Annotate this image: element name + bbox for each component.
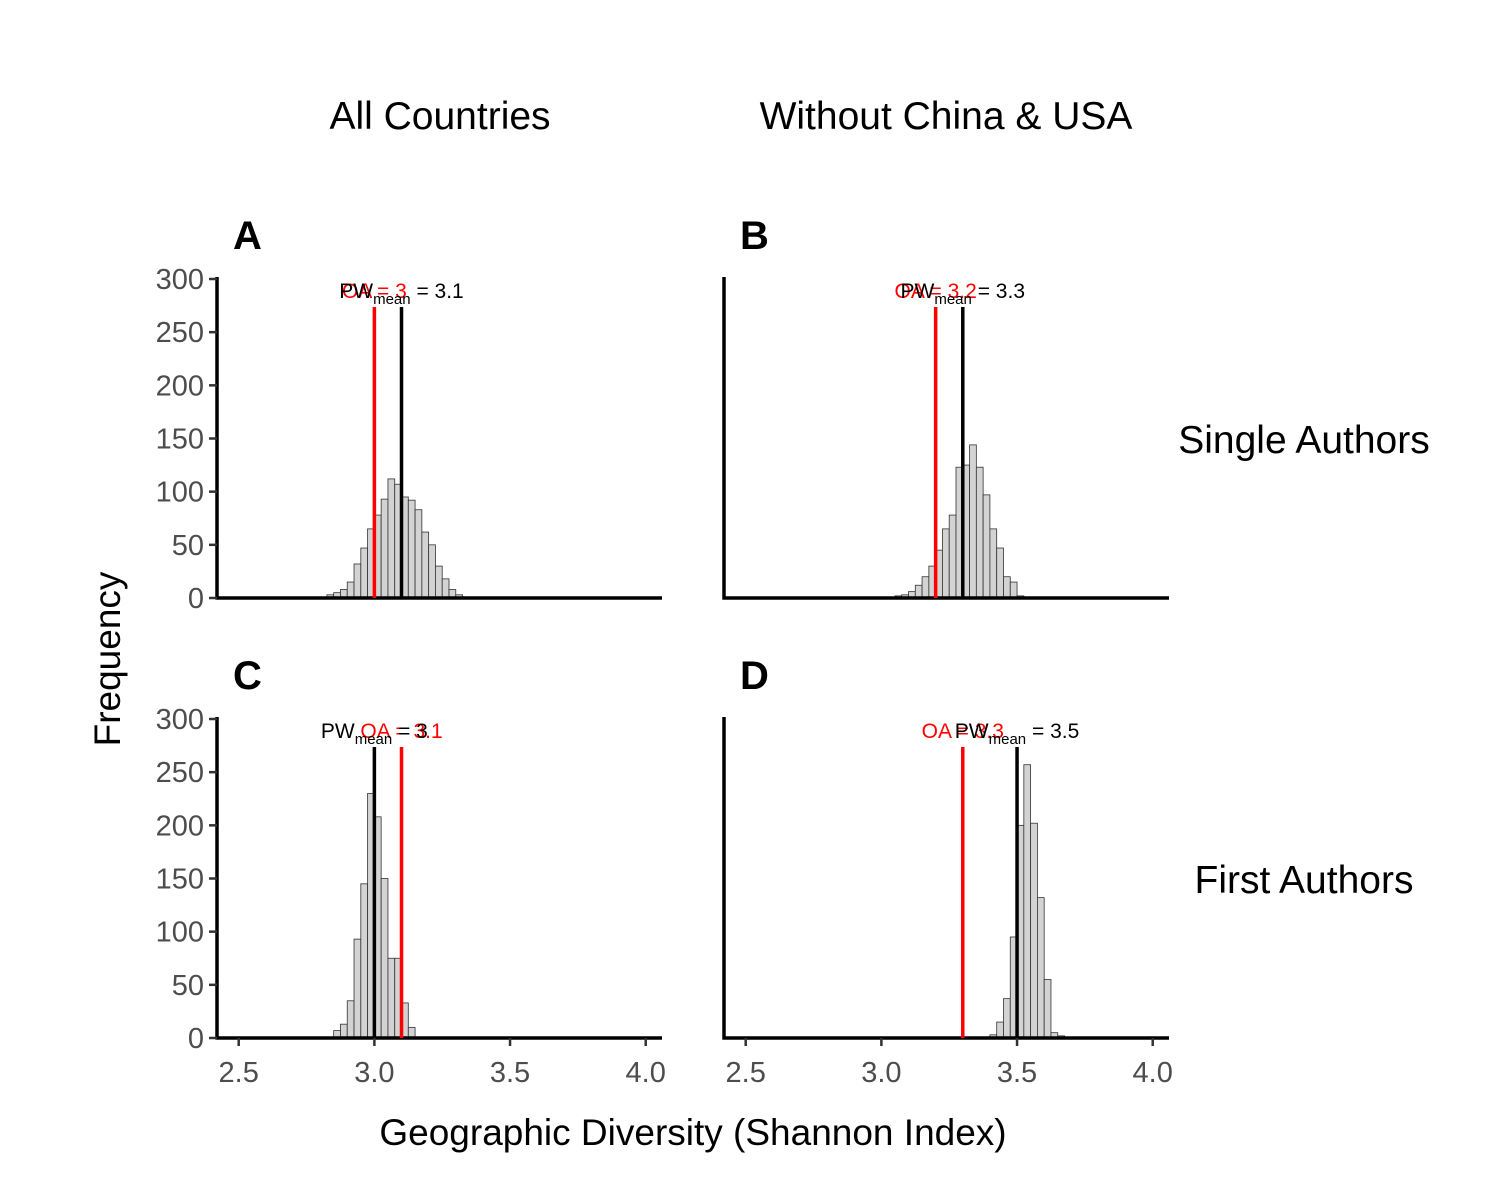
y-tick-label: 250 <box>156 757 204 789</box>
histogram-bar <box>948 514 957 599</box>
y-tick-label: 100 <box>156 917 204 949</box>
histogram-bar <box>360 883 368 1039</box>
y-tick-label: 50 <box>172 970 204 1002</box>
y-tick-label: 0 <box>188 1023 204 1055</box>
histogram-bar <box>975 466 984 599</box>
histogram-bar <box>414 509 423 599</box>
histogram-bar <box>1003 998 1011 1039</box>
histogram-bar <box>421 531 430 599</box>
histogram-bar <box>1023 764 1032 1039</box>
pw-mean-annotation: PWmean = 3.3 <box>901 280 1026 308</box>
oa-annotation: OA = 3.1 <box>360 720 442 743</box>
panel-letter-a: A <box>233 214 262 258</box>
histogram-bar <box>1037 897 1045 1039</box>
histogram-bar <box>407 499 416 599</box>
column-title-all-countries: All Countries <box>329 95 550 138</box>
histogram-bar <box>969 444 977 599</box>
histogram-bar <box>387 957 396 1039</box>
histogram-bar <box>441 578 450 599</box>
y-tick-label: 300 <box>156 704 204 736</box>
histogram-bar <box>942 528 950 599</box>
oa-annotation: OA = 3 <box>342 280 407 303</box>
x-tick-label: 3.0 <box>861 1057 901 1089</box>
x-axis-title: Geographic Diversity (Shannon Index) <box>379 1112 1006 1153</box>
y-tick-label: 150 <box>156 424 204 456</box>
y-tick-label: 200 <box>156 810 204 842</box>
histogram-bar <box>380 498 389 599</box>
pw-mean-annotation: PWmean = 3.5 <box>955 720 1080 748</box>
pw-mean-annotation: PWmean = 3 <box>321 720 428 748</box>
x-tick-label: 3.5 <box>997 1057 1037 1089</box>
panel-letter-d: D <box>740 654 769 698</box>
histogram-bar <box>914 584 923 599</box>
histogram-bar <box>996 1021 1004 1039</box>
histogram-bar <box>1003 576 1011 599</box>
histogram-bar <box>1009 581 1018 599</box>
histogram-bar <box>353 938 362 1039</box>
x-tick-label: 3.0 <box>354 1057 394 1089</box>
y-axis-title: Frequency <box>87 571 128 746</box>
x-tick-label: 3.5 <box>490 1057 530 1089</box>
pw-mean-annotation: PWmean = 3.1 <box>339 280 464 308</box>
y-tick-label: 200 <box>156 370 204 402</box>
histogram-bar <box>380 878 389 1039</box>
y-tick-label: 150 <box>156 864 204 896</box>
y-tick-label: 100 <box>156 477 204 509</box>
histogram-bar <box>435 565 443 599</box>
x-tick-label: 4.0 <box>1133 1057 1173 1089</box>
x-tick-label: 4.0 <box>626 1057 666 1089</box>
histogram-bar <box>996 547 1004 599</box>
oa-annotation: OA = 3.3 <box>922 720 1004 743</box>
y-tick-label: 250 <box>156 317 204 349</box>
histogram-bar <box>360 547 368 599</box>
histogram-bar <box>1043 979 1052 1039</box>
histogram-bar <box>346 581 355 599</box>
x-tick-label: 2.5 <box>219 1057 259 1089</box>
histogram-bar <box>428 544 436 599</box>
x-tick-label: 2.5 <box>726 1057 766 1089</box>
histogram-bar <box>921 576 930 599</box>
histogram-bar <box>989 528 998 599</box>
panel-letter-b: B <box>740 214 769 258</box>
histogram-bar <box>346 1000 355 1039</box>
panel-letter-c: C <box>233 654 262 698</box>
histogram-bar <box>353 563 362 599</box>
histogram-bar <box>387 478 396 599</box>
oa-annotation: OA = 3.2 <box>894 280 976 303</box>
y-tick-label: 300 <box>156 264 204 296</box>
histogram-bar <box>982 494 991 599</box>
histogram-bar <box>340 1023 348 1039</box>
column-title-without-china-usa: Without China & USA <box>760 95 1133 138</box>
row-title-first-authors: First Authors <box>1195 859 1414 902</box>
histogram-bar <box>1030 822 1038 1039</box>
y-tick-label: 50 <box>172 530 204 562</box>
y-tick-label: 0 <box>188 583 204 615</box>
panel-c: C 0 50 100 150 200 250 300 2.5 3.0 3.5 4.0 OA = 3.1P… <box>156 654 666 1089</box>
row-title-single-authors: Single Authors <box>1178 419 1430 462</box>
